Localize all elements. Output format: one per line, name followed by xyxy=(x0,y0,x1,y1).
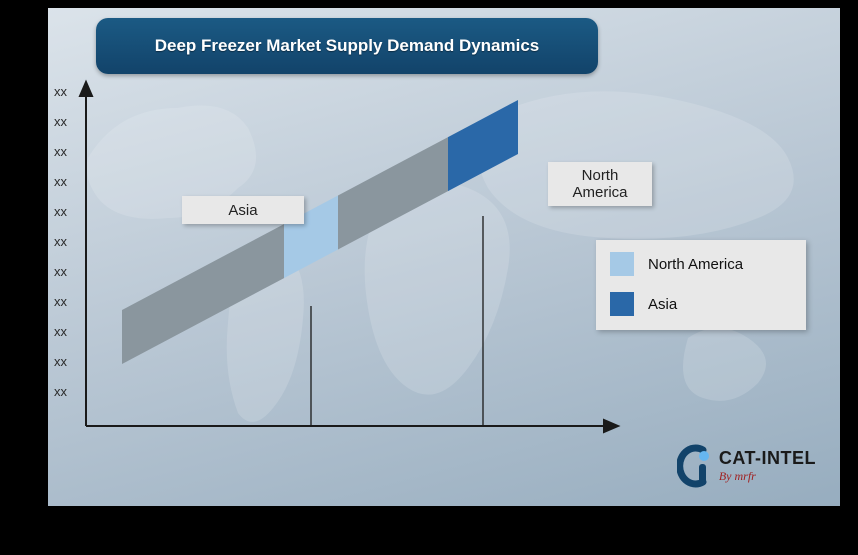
logo-icon xyxy=(677,444,713,488)
callout-label: North America xyxy=(548,162,652,206)
y-tick-label: xx xyxy=(54,384,67,399)
legend-item: North America xyxy=(610,252,792,276)
chart-title-text: Deep Freezer Market Supply Demand Dynami… xyxy=(155,36,540,56)
band xyxy=(122,100,518,364)
chart-svg xyxy=(86,88,616,456)
y-tick-label: xx xyxy=(54,84,67,99)
main-panel: Deep Freezer Market Supply Demand Dynami… xyxy=(48,8,840,506)
y-tick-label: xx xyxy=(54,324,67,339)
legend-swatch-asia xyxy=(610,292,634,316)
chart-area: xxxxxxxxxxxxxxxxxxxxxx AsiaNorth America xyxy=(86,88,616,456)
legend-label: North America xyxy=(648,256,743,273)
y-tick-label: xx xyxy=(54,234,67,249)
axes xyxy=(80,82,618,432)
logo-sub: By mrfr xyxy=(719,469,816,484)
brand-logo: CAT-INTEL By mrfr xyxy=(677,444,816,488)
band-segment xyxy=(338,137,448,249)
legend-label: Asia xyxy=(648,296,677,313)
legend-item: Asia xyxy=(610,292,792,316)
y-tick-label: xx xyxy=(54,144,67,159)
legend: North America Asia xyxy=(596,240,806,330)
band-segment xyxy=(448,100,518,191)
callout-label: Asia xyxy=(182,196,304,224)
chart-title: Deep Freezer Market Supply Demand Dynami… xyxy=(96,18,598,74)
y-tick-label: xx xyxy=(54,264,67,279)
logo-brand: CAT-INTEL xyxy=(719,448,816,469)
band-segment xyxy=(122,224,284,364)
y-tick-label: xx xyxy=(54,114,67,129)
y-tick-label: xx xyxy=(54,204,67,219)
logo-text-wrap: CAT-INTEL By mrfr xyxy=(719,448,816,484)
y-tick-label: xx xyxy=(54,354,67,369)
y-tick-label: xx xyxy=(54,174,67,189)
legend-swatch-na xyxy=(610,252,634,276)
y-tick-label: xx xyxy=(54,294,67,309)
